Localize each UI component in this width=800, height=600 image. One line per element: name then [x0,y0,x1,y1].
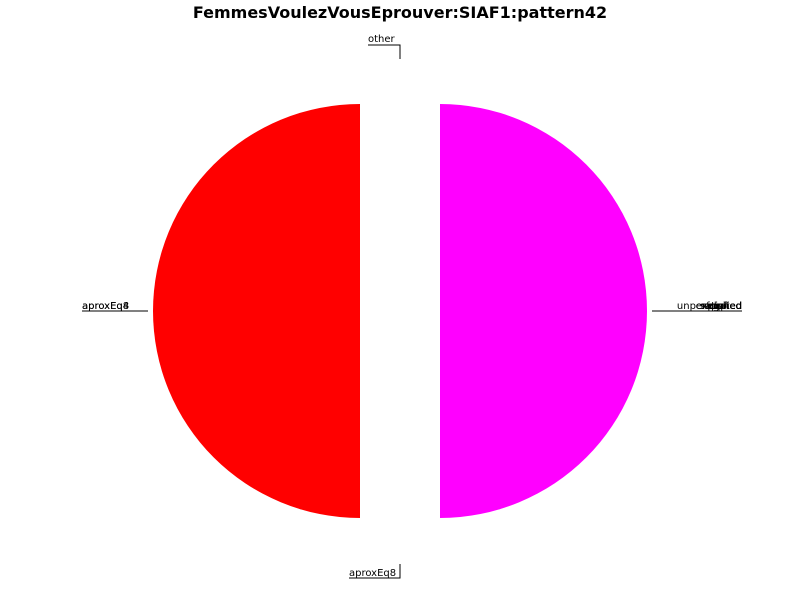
chart-title: FemmesVoulezVousEprouver:SIAF1:pattern42 [193,3,607,22]
slice-label-right-satisfied: satisfied [700,301,742,312]
slice-label-right-exploited: exploited [696,301,742,312]
slice-label-left-aproxeq4: aproxEq4 [82,301,129,312]
leader-line-top [368,44,401,59]
pie-slice-other [153,104,360,518]
pie-slice-aproxeq8 [440,104,647,518]
slice-label-right-unperformed: unperformed [677,301,742,312]
slice-label-right-negated: negated [701,301,742,312]
pie-slices [153,104,647,518]
slice-label-left-aproxeq8: aproxEq8 [82,301,129,312]
slice-label-right-applied: applied [705,301,742,312]
slice-label-aproxeq8-bottom: aproxEq8 [349,568,396,579]
slice-label-right-copied: copied [709,301,742,312]
leader-line-bottom [349,564,401,579]
slice-label-other: other [368,34,396,45]
